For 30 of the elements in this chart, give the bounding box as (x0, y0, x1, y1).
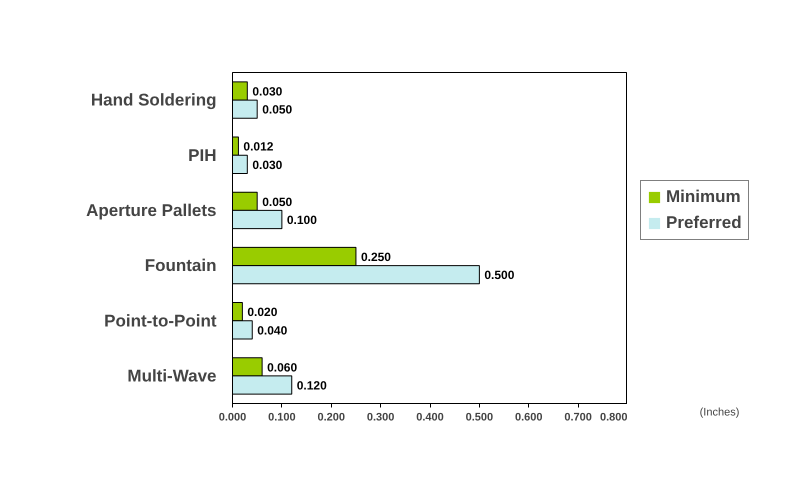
x-tick-label: 0.300 (366, 412, 394, 424)
x-tick-label: 0.200 (317, 412, 346, 424)
data-label: 0.020 (247, 305, 278, 320)
data-label: 0.100 (286, 213, 318, 228)
y-tick-label: Hand Soldering (90, 90, 217, 110)
y-tick-label: Aperture Pallets (86, 200, 217, 220)
data-label: 0.050 (262, 194, 293, 209)
y-tick-label: Point-to-Point (104, 311, 217, 330)
data-label: 0.030 (252, 84, 283, 98)
legend-label: Minimum (666, 187, 741, 207)
text: (Inches) (700, 406, 740, 418)
x-tick-label: 0.100 (268, 412, 296, 424)
data-label: 0.012 (243, 140, 274, 154)
x-tick-label: 0.600 (514, 412, 543, 424)
data-label: 0.030 (252, 158, 283, 172)
y-tick-label: PIH (188, 146, 217, 165)
data-label: 0.500 (484, 268, 515, 282)
x-tick-label: 0.500 (466, 412, 494, 424)
x-tick-label: 0.400 (416, 412, 444, 424)
data-label: 0.120 (296, 378, 328, 393)
data-label: 0.250 (360, 250, 392, 264)
data-label: 0.040 (257, 323, 288, 338)
x-tick-label: 0.800 (600, 412, 628, 424)
x-tick-label: 0.700 (564, 412, 592, 424)
data-label: 0.060 (267, 360, 298, 374)
y-tick-label: Fountain (144, 256, 217, 276)
x-tick-label: 0.000 (218, 412, 246, 424)
y-tick-label: Multi-Wave (127, 366, 216, 386)
legend-label: Preferred (666, 213, 742, 233)
data-label: 0.050 (262, 102, 293, 117)
